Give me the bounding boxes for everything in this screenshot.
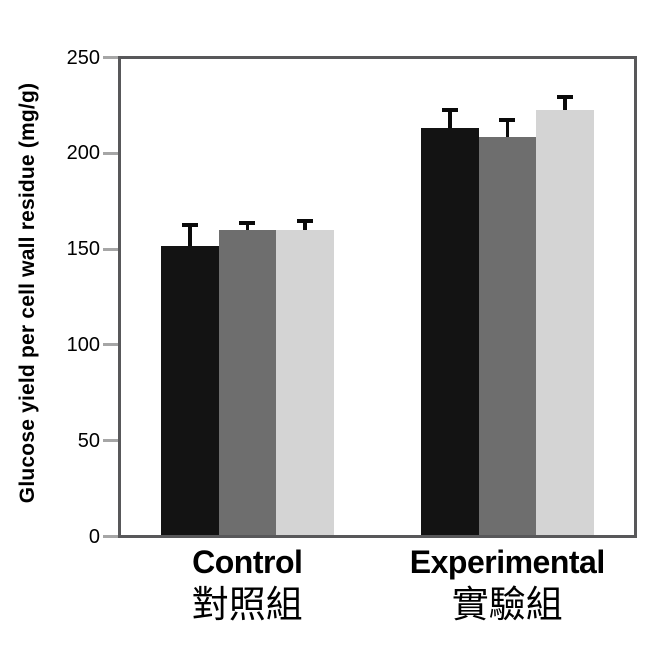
y-tick-label-0: 0	[88, 525, 100, 548]
error-bar-cap-control-dark-gray	[239, 220, 256, 225]
y-tick-mark-50	[103, 439, 118, 443]
group-label-control: Control 對照組	[122, 543, 372, 629]
group-label-experimental: Experimental 實驗組	[382, 543, 632, 629]
bar-experimental-black	[421, 127, 479, 535]
y-tick-mark-250	[103, 56, 118, 59]
bar-experimental-dark-gray	[478, 137, 536, 535]
error-bar-stem-control-dark-gray	[245, 224, 249, 231]
y-tick-mark-200	[103, 151, 118, 155]
y-tick-label-100: 100	[66, 333, 100, 356]
group-label-en-control: Control	[192, 544, 303, 580]
error-bar-stem-control-light-gray	[303, 222, 307, 231]
y-tick-label-50: 50	[77, 429, 100, 452]
error-bar-stem-control-black	[188, 226, 192, 246]
error-bar-stem-experimental-light-gray	[563, 99, 567, 111]
group-label-zh-experimental: 實驗組	[451, 585, 563, 626]
bar-control-light-gray	[276, 230, 334, 535]
y-tick-label-200: 200	[66, 142, 100, 165]
y-axis-label: Glucose yield per cell wall residue (mg/…	[16, 82, 39, 504]
plot-area	[118, 56, 637, 538]
bar-control-dark-gray	[218, 230, 276, 535]
error-bar-stem-experimental-dark-gray	[505, 121, 509, 138]
y-tick-mark-100	[103, 343, 118, 347]
bar-experimental-light-gray	[536, 110, 594, 535]
group-label-zh-control: 對照組	[191, 585, 303, 626]
y-tick-label-150: 150	[66, 238, 100, 261]
y-tick-mark-150	[103, 247, 118, 251]
y-tick-mark-0	[103, 535, 118, 538]
error-bar-cap-experimental-black	[441, 108, 458, 113]
bar-control-black	[161, 245, 219, 535]
group-label-en-experimental: Experimental	[409, 544, 605, 580]
error-bar-cap-experimental-light-gray	[556, 94, 573, 99]
error-bar-cap-control-light-gray	[296, 218, 313, 223]
error-bar-cap-experimental-dark-gray	[499, 117, 516, 122]
error-bar-cap-control-black	[181, 222, 198, 227]
error-bar-stem-experimental-black	[448, 112, 452, 128]
y-tick-label-250: 250	[66, 46, 100, 69]
